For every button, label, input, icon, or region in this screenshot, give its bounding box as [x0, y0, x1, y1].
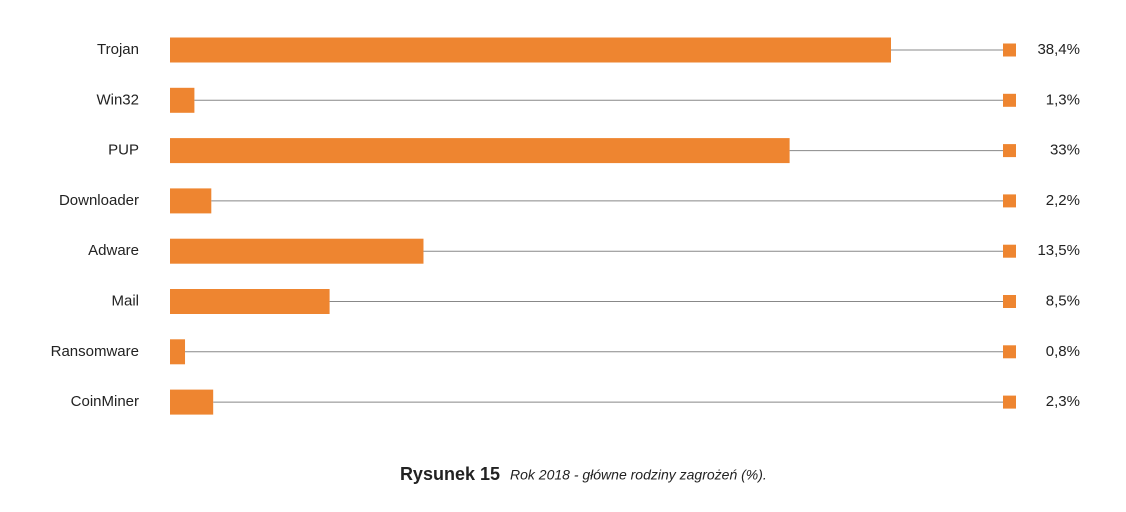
category-label: Mail [111, 292, 139, 309]
value-label: 2,2% [1046, 192, 1080, 209]
value-label: 33% [1050, 142, 1080, 159]
category-label: Win32 [96, 91, 139, 108]
bar [170, 87, 195, 113]
value-label: 13,5% [1037, 242, 1080, 259]
value-label: 8,5% [1046, 292, 1080, 309]
bar [170, 339, 186, 365]
category-label: PUP [108, 142, 139, 159]
value-label: 2,3% [1046, 393, 1080, 410]
bar [170, 238, 424, 264]
category-label: Adware [88, 242, 139, 259]
figure-label: Rysunek 15 [400, 464, 500, 484]
row-marker [1003, 295, 1016, 308]
row-marker [1003, 345, 1016, 359]
bar [170, 289, 330, 314]
bar [170, 138, 790, 164]
value-label: 38,4% [1037, 41, 1080, 58]
row-marker [1003, 43, 1016, 57]
row-marker [1003, 93, 1016, 107]
row-marker [1003, 395, 1016, 409]
category-label: CoinMiner [71, 393, 139, 410]
bar [170, 188, 212, 214]
category-label: Ransomware [51, 343, 139, 360]
value-label: 0,8% [1046, 343, 1080, 360]
row-marker [1003, 144, 1016, 158]
value-label: 1,3% [1046, 91, 1080, 108]
category-label: Trojan [97, 41, 139, 58]
category-label: Downloader [59, 192, 139, 209]
row-marker [1003, 194, 1016, 208]
bar [170, 37, 891, 63]
caption: Rok 2018 - główne rodziny zagrożeń (%). [510, 467, 767, 483]
bar [170, 389, 214, 415]
row-marker [1003, 244, 1016, 258]
